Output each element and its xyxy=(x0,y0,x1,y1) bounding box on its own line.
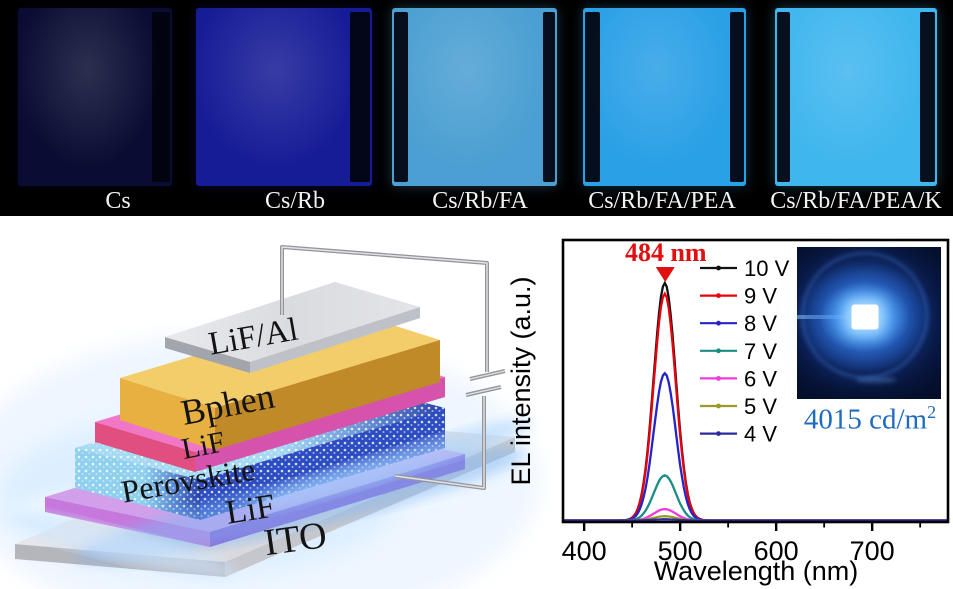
panel-composition-label: Cs xyxy=(105,188,131,214)
electrode-bar xyxy=(920,12,935,182)
legend-item: 9 V xyxy=(700,284,777,309)
device-photo xyxy=(18,8,172,186)
panel-composition-label: Cs/Rb/FA/PEA/K xyxy=(770,188,942,214)
panel-composition-label: Cs/Rb/FA/PEA xyxy=(588,188,736,214)
led-emission-inset-photo xyxy=(797,247,941,399)
electrode-bar xyxy=(585,12,600,182)
electrode-bar xyxy=(543,12,555,182)
electrode-bar xyxy=(152,12,170,182)
layer-label: ITO xyxy=(261,514,329,564)
luminance-label: 4015 cd/m2 xyxy=(795,402,945,437)
legend-item: 7 V xyxy=(700,339,777,364)
legend-label: 8 V xyxy=(744,311,777,336)
legend-label: 4 V xyxy=(744,422,777,447)
device-photo xyxy=(392,8,557,186)
luminance-exponent: 2 xyxy=(927,402,937,422)
legend-marker xyxy=(716,376,721,381)
x-axis-ticks: 400 500 600 700 xyxy=(562,522,922,566)
legend-item: 6 V xyxy=(700,366,777,391)
layer-label: LiF xyxy=(179,425,228,466)
panel-sheen xyxy=(392,8,557,186)
x-tick-label: 500 xyxy=(658,536,703,566)
spectrum-curve xyxy=(563,518,947,522)
layer-label: LiF xyxy=(223,488,277,532)
legend-marker xyxy=(716,293,721,298)
electrode-bar xyxy=(777,12,790,182)
legend-marker xyxy=(716,348,721,354)
legend-label: 9 V xyxy=(744,284,777,309)
legend-marker xyxy=(716,320,721,326)
x-tick-label: 600 xyxy=(754,536,799,566)
legend-label: 7 V xyxy=(744,339,777,364)
glowing-led-pixel xyxy=(851,304,879,330)
legend: 10 V 9 V8 V 7 V6 V 5 V 4 V xyxy=(700,256,790,447)
legend-item: 10 V xyxy=(700,256,790,281)
panel-sheen xyxy=(583,8,746,186)
device-layer xyxy=(165,282,420,373)
base-reflection xyxy=(854,377,897,383)
device-photo xyxy=(583,8,746,186)
electrode-bar xyxy=(350,12,370,182)
legend-item: 8 V xyxy=(700,311,777,336)
electrode-bar xyxy=(394,12,408,182)
x-tick-label: 700 xyxy=(850,536,895,566)
legend-label: 6 V xyxy=(744,366,777,391)
device-photo xyxy=(196,8,372,186)
panel-composition-label: Cs/Rb/FA xyxy=(432,188,528,214)
peak-marker-triangle xyxy=(655,267,675,282)
device-photo-strip: Cs Cs/Rb Cs/Rb/FA Cs/Rb/FA/PEA Cs/Rb/FA/PEA/… xyxy=(0,0,953,216)
x-axis-label: Wavelength (nm) xyxy=(654,556,859,586)
luminance-value: 4015 cd/m xyxy=(803,403,928,436)
panel-composition-label: Cs/Rb xyxy=(264,188,326,214)
panel-sheen xyxy=(18,8,172,186)
legend-item: 5 V xyxy=(700,394,777,419)
legend-item: 4 V xyxy=(700,422,777,447)
circuit-wire xyxy=(280,245,506,490)
panel-sheen xyxy=(196,8,372,186)
panel-sheen xyxy=(775,8,937,186)
legend-label: 10 V xyxy=(744,256,790,281)
legend-label: 5 V xyxy=(744,394,777,419)
legend-marker xyxy=(716,403,721,409)
legend-marker xyxy=(716,431,721,436)
legend-marker xyxy=(716,265,721,271)
chart-frame xyxy=(561,238,950,524)
spectrum-curves xyxy=(563,280,947,522)
electrode-bar xyxy=(730,12,744,182)
x-tick-label: 400 xyxy=(562,536,607,566)
y-axis-label: EL intensity (a.u.) xyxy=(506,276,536,485)
peak-wavelength-label: 484 nm xyxy=(625,238,707,267)
device-photo xyxy=(775,8,937,186)
peak-annotation: 484 nm xyxy=(625,238,707,282)
